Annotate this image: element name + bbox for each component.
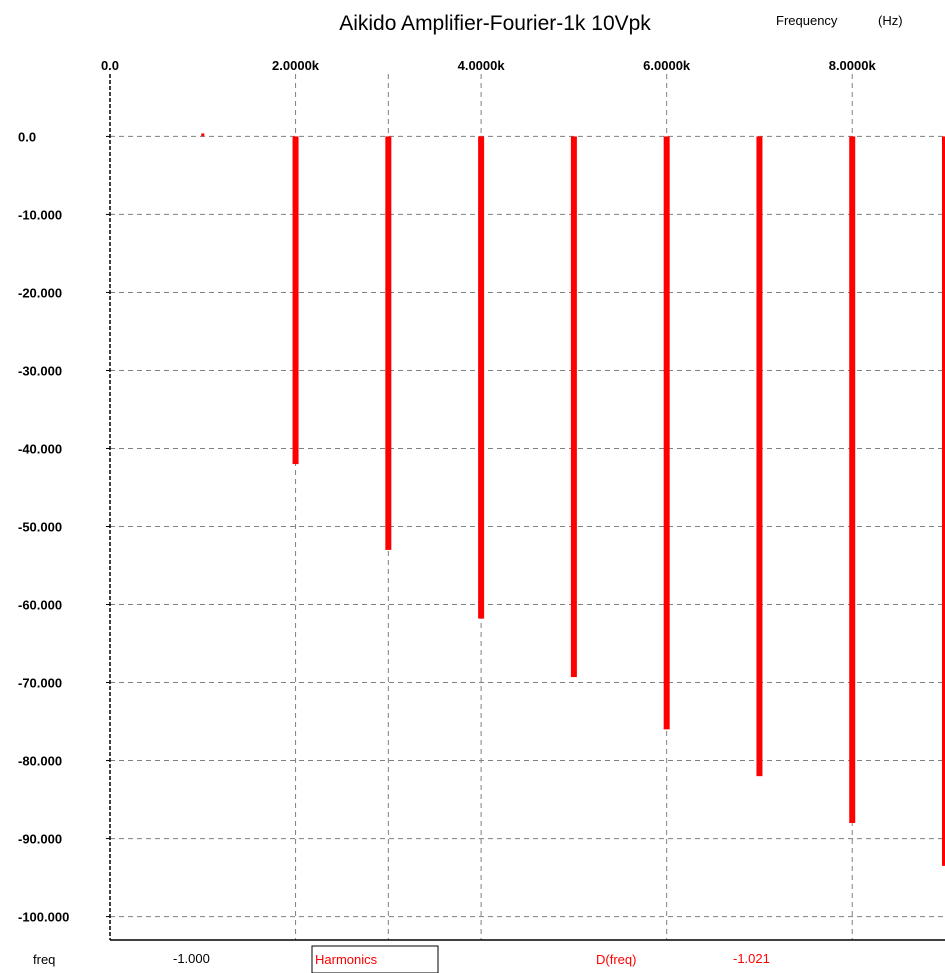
x-tick-label: 2.0000k <box>272 58 320 73</box>
series-selector-box[interactable] <box>311 945 439 973</box>
harmonic-bars <box>201 133 945 866</box>
y-tick-label: -90.000 <box>18 832 62 847</box>
harmonic-bar-fundamental <box>201 133 205 137</box>
x-tick-label: 8.0000k <box>829 58 877 73</box>
x-axis-unit: (Hz) <box>878 13 903 28</box>
harmonic-bar <box>385 136 392 550</box>
y-tick-label: -80.000 <box>18 754 62 769</box>
x-axis-label: Frequency <box>776 13 838 28</box>
harmonic-bar <box>756 136 763 777</box>
series-selector-label[interactable]: Harmonics <box>315 952 378 967</box>
harmonic-bar <box>570 136 577 678</box>
cursor-x-value: -1.000 <box>173 951 210 966</box>
x-tick-label: 6.0000k <box>643 58 691 73</box>
harmonic-bar <box>292 136 299 465</box>
cursor-label: freq <box>33 952 55 967</box>
harmonic-bar <box>849 136 856 823</box>
y-tick-label: -30.000 <box>18 363 62 378</box>
x-tick-label: 0.0 <box>101 58 119 73</box>
y-tick-label: -20.000 <box>18 285 62 300</box>
x-tick-label: 4.0000k <box>458 58 506 73</box>
y-tick-label: 0.0 <box>18 129 36 144</box>
expression-value: -1.021 <box>733 951 770 966</box>
expression-label: D(freq) <box>596 952 636 967</box>
y-tick-label: -50.000 <box>18 520 62 535</box>
y-tick-label: -10.000 <box>18 207 62 222</box>
harmonic-bar <box>942 136 945 866</box>
harmonic-bar <box>478 136 485 619</box>
harmonic-bar <box>663 136 670 730</box>
tick-labels: 0.0 2.0000k 4.0000k 6.0000k 8.0000k 0.0 -10.00… <box>18 58 876 925</box>
y-tick-label: -60.000 <box>18 598 62 613</box>
y-tick-label: -100.000 <box>18 910 69 925</box>
chart-title: Aikido Amplifier-Fourier-1k 10Vpk <box>339 12 651 35</box>
axes <box>106 74 945 941</box>
y-tick-label: -40.000 <box>18 441 62 456</box>
y-tick-label: -70.000 <box>18 676 62 691</box>
